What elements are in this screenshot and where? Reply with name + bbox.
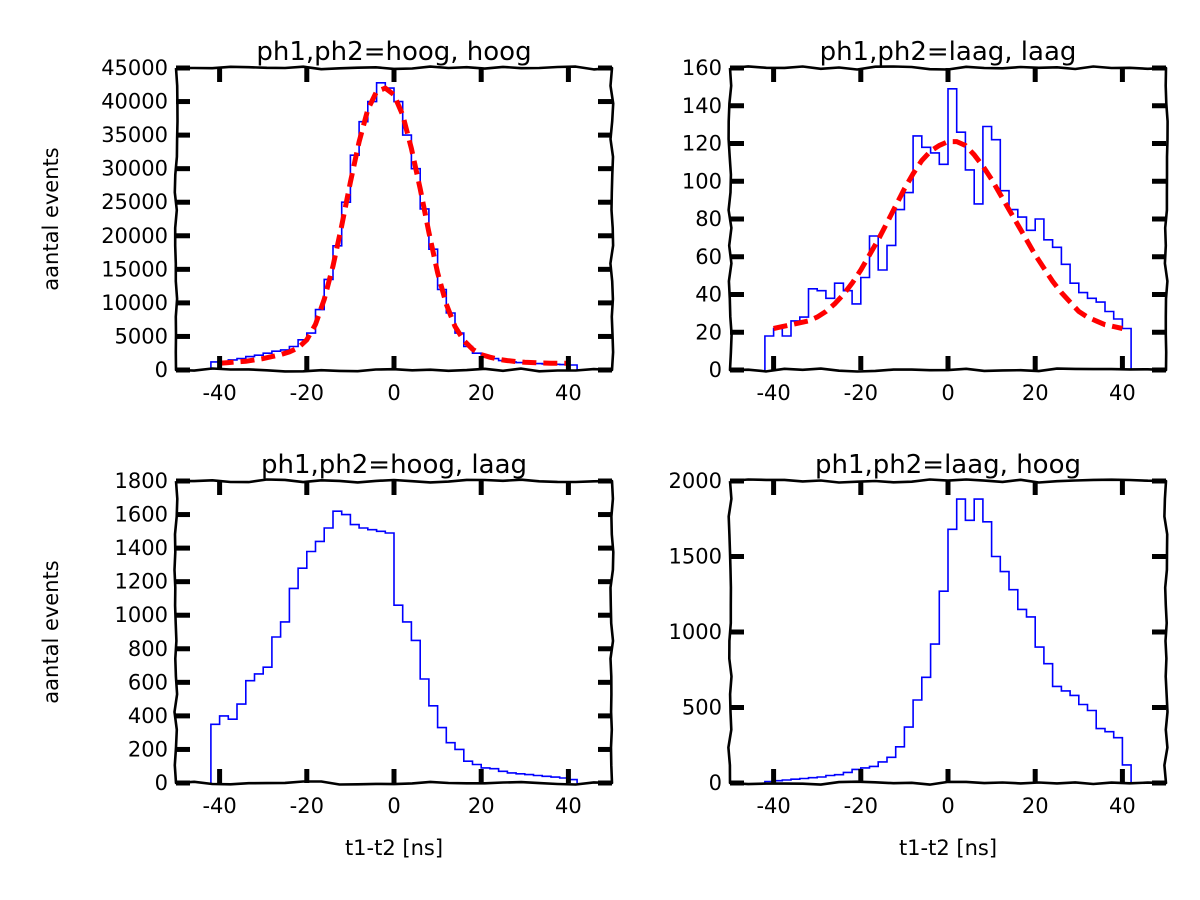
- x-tick-label: -20: [290, 794, 324, 818]
- y-tick-label: 0: [155, 358, 168, 382]
- y-tick-label: 400: [128, 704, 168, 728]
- y-tick-label: 160: [682, 56, 722, 80]
- fit-curve: [219, 85, 569, 366]
- x-tick-label: -40: [756, 381, 790, 405]
- plot-area: [210, 82, 578, 370]
- x-tick-label: -20: [844, 381, 878, 405]
- y-tick-label: 45000: [101, 56, 168, 80]
- chart-panel-2: 0 20 40 60 80 100 120 140 160 -40 -20 0 20 40 ph1,ph2=…: [682, 37, 1169, 405]
- y-tick-label: 800: [128, 637, 168, 661]
- x-tick-label: 40: [555, 794, 582, 818]
- panel-title: ph1,ph2=laag, hoog: [815, 450, 1081, 480]
- y-tick-label: 2000: [669, 469, 722, 493]
- y-tick-label: 200: [128, 737, 168, 761]
- y-tick-label: 120: [682, 132, 722, 156]
- y-tick-label: 60: [695, 245, 722, 269]
- y-tick-label: 10000: [101, 291, 168, 315]
- y-tick-label: 600: [128, 670, 168, 694]
- x-tick-label: -40: [756, 794, 790, 818]
- x-tick-label: 40: [1109, 381, 1136, 405]
- x-tick-label: 0: [941, 381, 954, 405]
- plot-area: [764, 498, 1132, 783]
- y-tick-label: 1000: [669, 620, 722, 644]
- y-tick-label: 1800: [115, 469, 168, 493]
- y-tick-label: 140: [682, 94, 722, 118]
- histogram-series: [210, 510, 578, 783]
- panel-title: ph1,ph2=hoog, hoog: [256, 37, 531, 67]
- plot-area: [210, 510, 578, 783]
- y-tick-label: 30000: [101, 157, 168, 181]
- y-axis-label: aantal events: [39, 147, 63, 290]
- y-tick-label: 1000: [115, 603, 168, 627]
- y-tick-label: 1600: [115, 503, 168, 527]
- panel-title: ph1,ph2=laag, laag: [820, 37, 1077, 67]
- chart-panel-3: 0 200 400 600 800 1000 1200 1400 1600 1800 -40 -20 0…: [39, 450, 615, 860]
- y-tick-label: 25000: [101, 190, 168, 214]
- y-tick-label: 100: [682, 169, 722, 193]
- x-tick-label: 20: [468, 381, 495, 405]
- x-tick-label: -20: [844, 794, 878, 818]
- chart-panel-1: 0 5000 10000 15000 20000 25000 30000 35000 40000…: [39, 37, 615, 405]
- histogram-series: [210, 82, 578, 370]
- x-tick-label: -20: [290, 381, 324, 405]
- chart-panel-4: 0 500 1000 1500 2000 -40 -20 0 20 40 ph1,ph2=laag,…: [669, 450, 1169, 860]
- x-tick-label: 20: [1022, 794, 1049, 818]
- y-tick-label: 1200: [115, 570, 168, 594]
- x-axis-label: t1-t2 [ns]: [899, 836, 997, 860]
- y-axis-label: aantal events: [39, 560, 63, 703]
- y-tick-label: 500: [682, 696, 722, 720]
- y-tick-label: 0: [709, 358, 722, 382]
- x-tick-label: 40: [555, 381, 582, 405]
- histogram-series: [764, 498, 1132, 783]
- x-tick-label: 0: [387, 794, 400, 818]
- axes-frame: [173, 478, 615, 786]
- x-tick-label: -40: [202, 381, 236, 405]
- fit-curve: [773, 139, 1123, 331]
- axes-frame: [727, 478, 1169, 786]
- y-tick-label: 0: [155, 771, 168, 795]
- y-tick-label: 5000: [115, 324, 168, 348]
- x-tick-label: 0: [387, 381, 400, 405]
- y-tick-label: 0: [709, 771, 722, 795]
- y-tick-label: 20000: [101, 224, 168, 248]
- histogram-series: [764, 88, 1132, 370]
- y-tick-label: 35000: [101, 123, 168, 147]
- y-tick-label: 20: [695, 320, 722, 344]
- y-tick-label: 1500: [669, 545, 722, 569]
- y-tick-label: 1400: [115, 536, 168, 560]
- x-tick-label: 40: [1109, 794, 1136, 818]
- y-tick-label: 80: [695, 207, 722, 231]
- plot-area: [764, 88, 1132, 370]
- axes-frame: [173, 65, 615, 373]
- x-axis-label: t1-t2 [ns]: [345, 836, 443, 860]
- y-tick-label: 40: [695, 283, 722, 307]
- x-tick-label: 20: [468, 794, 495, 818]
- x-tick-label: 0: [941, 794, 954, 818]
- x-tick-label: -40: [202, 794, 236, 818]
- x-tick-label: 20: [1022, 381, 1049, 405]
- panel-title: ph1,ph2=hoog, laag: [261, 450, 527, 480]
- y-tick-label: 15000: [101, 257, 168, 281]
- y-tick-label: 40000: [101, 90, 168, 114]
